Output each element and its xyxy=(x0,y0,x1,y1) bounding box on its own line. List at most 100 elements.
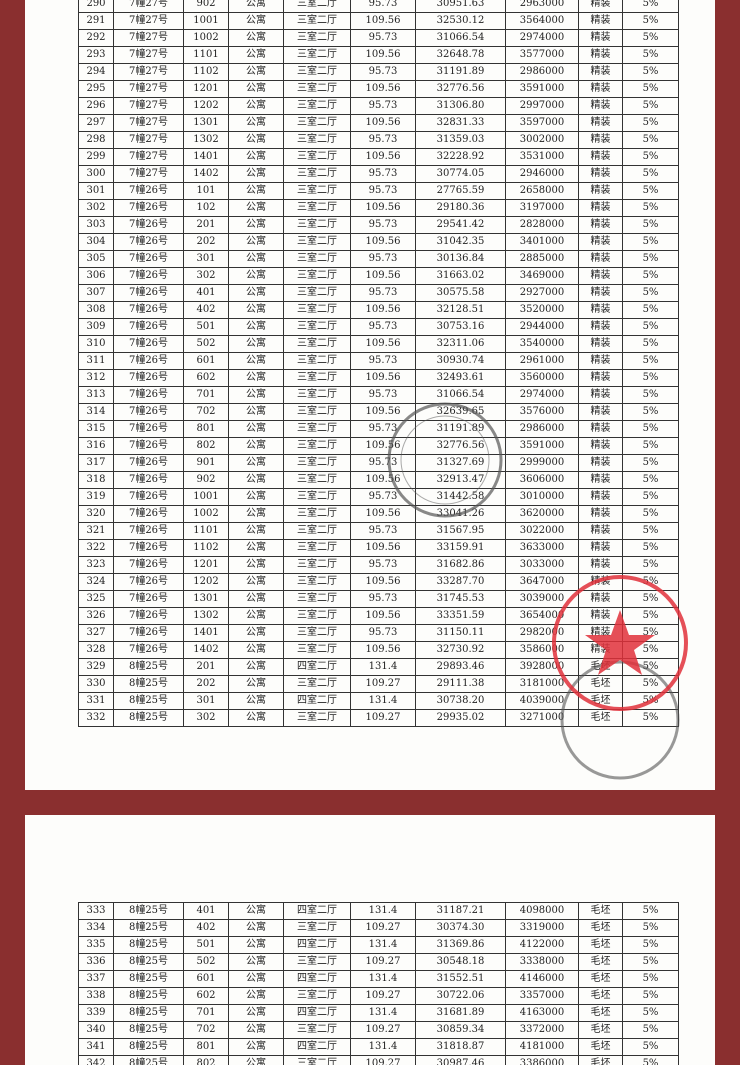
table-cell: 毛坯 xyxy=(578,692,623,710)
table-cell: 四室二厅 xyxy=(283,936,351,954)
table-cell: 毛坯 xyxy=(578,1004,623,1022)
table-cell: 5% xyxy=(622,46,679,64)
table-cell: 7幢26号 xyxy=(113,522,184,540)
table-cell: 三室二厅 xyxy=(283,301,351,319)
table-cell: 4181000 xyxy=(505,1038,579,1056)
table-cell: 307 xyxy=(78,284,114,302)
table-cell: 精装 xyxy=(578,29,623,47)
table-cell: 三室二厅 xyxy=(283,12,351,30)
table-cell: 293 xyxy=(78,46,114,64)
table-cell: 三室二厅 xyxy=(283,369,351,387)
table-cell: 4039000 xyxy=(505,692,579,710)
table-cell: 1202 xyxy=(183,573,229,591)
table-cell: 5% xyxy=(622,437,679,455)
table-cell: 公寓 xyxy=(228,539,284,557)
table-cell: 精装 xyxy=(578,590,623,608)
table-cell: 三室二厅 xyxy=(283,539,351,557)
table-cell: 32493.61 xyxy=(415,369,506,387)
table-cell: 317 xyxy=(78,454,114,472)
table-cell: 31663.02 xyxy=(415,267,506,285)
table-cell: 三室二厅 xyxy=(283,675,351,693)
table-row: 320 7幢26号 1002 公寓 三室二厅 109.56 33041.26 3620000 精… xyxy=(78,505,679,523)
table-cell: 601 xyxy=(183,352,229,370)
table-cell: 109.27 xyxy=(350,919,416,937)
table-cell: 3033000 xyxy=(505,556,579,574)
table-cell: 1002 xyxy=(183,29,229,47)
table-cell: 30738.20 xyxy=(415,692,506,710)
table-cell: 5% xyxy=(622,709,679,727)
table-cell: 95.73 xyxy=(350,29,416,47)
table-cell: 三室二厅 xyxy=(283,403,351,421)
table-cell: 109.56 xyxy=(350,505,416,523)
table-cell: 5% xyxy=(622,658,679,676)
table-cell: 295 xyxy=(78,80,114,98)
table-cell: 5% xyxy=(622,420,679,438)
table-cell: 2986000 xyxy=(505,420,579,438)
table-cell: 1201 xyxy=(183,80,229,98)
table-cell: 401 xyxy=(183,902,229,920)
table-row: 324 7幢26号 1202 公寓 三室二厅 109.56 33287.70 3647000 精… xyxy=(78,573,679,591)
table-cell: 5% xyxy=(622,454,679,472)
table-cell: 7幢26号 xyxy=(113,335,184,353)
table-cell: 2828000 xyxy=(505,216,579,234)
table-cell: 32831.33 xyxy=(415,114,506,132)
table-row: 342 8幢25号 802 公寓 三室二厅 109.27 30987.46 3386000 毛坯… xyxy=(78,1055,679,1065)
table-row: 317 7幢26号 901 公寓 三室二厅 95.73 31327.69 2999000 精装 5… xyxy=(78,454,679,472)
table-cell: 公寓 xyxy=(228,488,284,506)
table-row: 294 7幢27号 1102 公寓 三室二厅 95.73 31191.89 2986000 精装… xyxy=(78,63,679,81)
table-cell: 402 xyxy=(183,919,229,937)
table-cell: 30575.58 xyxy=(415,284,506,302)
table-cell: 302 xyxy=(78,199,114,217)
table-cell: 702 xyxy=(183,1021,229,1039)
table-cell: 292 xyxy=(78,29,114,47)
table-row: 316 7幢26号 802 公寓 三室二厅 109.56 32776.56 3591000 精装… xyxy=(78,437,679,455)
table-cell: 7幢27号 xyxy=(113,165,184,183)
table-cell: 602 xyxy=(183,987,229,1005)
table-cell: 5% xyxy=(622,539,679,557)
table-cell: 三室二厅 xyxy=(283,63,351,81)
table-cell: 32730.92 xyxy=(415,641,506,659)
table-cell: 公寓 xyxy=(228,919,284,937)
table-cell: 321 xyxy=(78,522,114,540)
table-cell: 109.27 xyxy=(350,1021,416,1039)
table-cell: 公寓 xyxy=(228,1038,284,1056)
table-cell: 301 xyxy=(183,692,229,710)
table-cell: 公寓 xyxy=(228,29,284,47)
table-cell: 公寓 xyxy=(228,114,284,132)
table-cell: 302 xyxy=(183,709,229,727)
table-cell: 公寓 xyxy=(228,131,284,149)
table-cell: 7幢27号 xyxy=(113,97,184,115)
table-cell: 311 xyxy=(78,352,114,370)
table-cell: 32639.65 xyxy=(415,403,506,421)
table-cell: 109.56 xyxy=(350,369,416,387)
table-cell: 8幢25号 xyxy=(113,936,184,954)
table-cell: 3338000 xyxy=(505,953,579,971)
table-cell: 29111.38 xyxy=(415,675,506,693)
table-cell: 7幢26号 xyxy=(113,488,184,506)
table-cell: 公寓 xyxy=(228,165,284,183)
table-cell: 三室二厅 xyxy=(283,352,351,370)
table-cell: 精装 xyxy=(578,607,623,625)
table-cell: 5% xyxy=(622,335,679,353)
table-cell: 3401000 xyxy=(505,233,579,251)
table-cell: 502 xyxy=(183,335,229,353)
table-cell: 7幢26号 xyxy=(113,250,184,268)
table-cell: 3560000 xyxy=(505,369,579,387)
table-row: 318 7幢26号 902 公寓 三室二厅 109.56 32913.47 3606000 精装… xyxy=(78,471,679,489)
table-cell: 314 xyxy=(78,403,114,421)
table-cell: 32776.56 xyxy=(415,437,506,455)
table-cell: 101 xyxy=(183,182,229,200)
table-cell: 95.73 xyxy=(350,624,416,642)
table-cell: 公寓 xyxy=(228,573,284,591)
table-row: 290 7幢27号 902 公寓 三室二厅 95.73 30951.63 2963000 精装 5… xyxy=(78,0,679,13)
table-row: 333 8幢25号 401 公寓 四室二厅 131.4 31187.21 4098000 毛坯 5… xyxy=(78,902,679,920)
table-cell: 501 xyxy=(183,936,229,954)
table-cell: 5% xyxy=(622,505,679,523)
table-cell: 毛坯 xyxy=(578,1055,623,1065)
table-cell: 精装 xyxy=(578,624,623,642)
table-cell: 公寓 xyxy=(228,936,284,954)
table-cell: 702 xyxy=(183,403,229,421)
table-cell: 精装 xyxy=(578,369,623,387)
table-cell: 公寓 xyxy=(228,63,284,81)
table-row: 311 7幢26号 601 公寓 三室二厅 95.73 30930.74 2961000 精装 5… xyxy=(78,352,679,370)
